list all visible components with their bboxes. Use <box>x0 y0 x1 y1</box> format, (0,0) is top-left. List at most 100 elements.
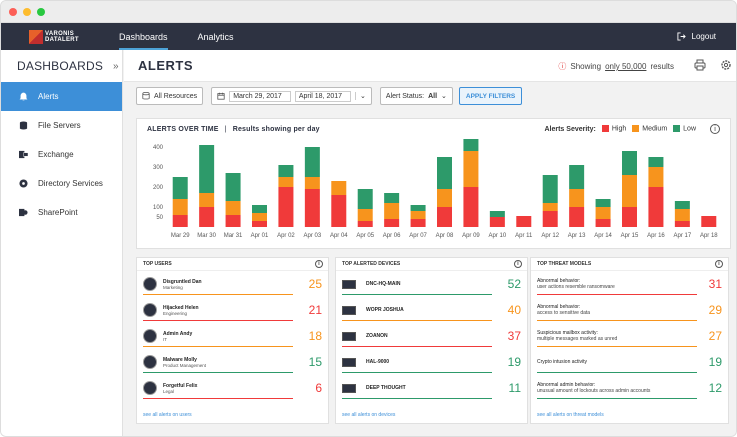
bar-high-apr-12[interactable] <box>542 211 558 227</box>
bar-high-mar-29[interactable] <box>172 215 188 227</box>
list-item[interactable]: WOPR JOSHUA 40 <box>336 297 527 323</box>
date-from-field[interactable]: March 29, 2017 <box>229 90 291 102</box>
list-item[interactable]: Forgetful Felix Legal 6 <box>137 375 328 401</box>
bar-high-apr-11[interactable] <box>516 216 532 227</box>
info-icon[interactable]: i <box>715 260 723 268</box>
bar-low-apr-10[interactable] <box>489 211 505 217</box>
bar-high-apr-07[interactable] <box>410 219 426 227</box>
list-item[interactable]: ZOANON 37 <box>336 323 527 349</box>
bar-medium-apr-05[interactable] <box>357 209 373 221</box>
bar-high-apr-05[interactable] <box>357 221 373 227</box>
varonis-logo[interactable]: VARONIS DATALERT <box>29 27 79 47</box>
sidebar-item-directory-services[interactable]: Directory Services <box>1 169 122 198</box>
bar-low-apr-16[interactable] <box>648 157 664 167</box>
date-range-picker[interactable]: March 29, 2017 April 18, 2017 ⌄ <box>211 87 372 105</box>
see-all-devices-link[interactable]: see all alerts on devices <box>342 412 396 418</box>
chevron-down-icon[interactable]: ⌄ <box>355 92 366 100</box>
bar-medium-apr-16[interactable] <box>648 167 664 187</box>
bar-low-apr-13[interactable] <box>569 165 585 189</box>
apply-filters-button[interactable]: APPLY FILTERS <box>458 87 523 105</box>
bar-medium-apr-14[interactable] <box>595 207 611 219</box>
bar-low-apr-03[interactable] <box>304 147 320 177</box>
bar-low-apr-15[interactable] <box>622 151 637 175</box>
bar-medium-apr-02[interactable] <box>278 177 294 187</box>
bar-high-apr-09[interactable] <box>463 187 479 227</box>
collapse-sidebar-icon[interactable]: » <box>113 60 119 72</box>
bar-low-apr-07[interactable] <box>410 205 426 211</box>
bar-low-apr-08[interactable] <box>437 157 452 189</box>
bar-high-apr-02[interactable] <box>278 187 294 227</box>
bar-high-apr-14[interactable] <box>595 219 611 227</box>
info-icon[interactable]: i <box>710 124 720 134</box>
list-item[interactable]: Suspicious mailbox activity: multiple mes… <box>531 323 728 349</box>
bar-medium-mar-29[interactable] <box>172 199 188 215</box>
list-item[interactable]: Abnormal behavior: user actions resemble … <box>531 271 728 297</box>
bar-medium-apr-03[interactable] <box>304 177 320 189</box>
list-item[interactable]: Hijacked Helen Engineering 21 <box>137 297 328 323</box>
list-item[interactable]: Abnormal admin behavior: unusual amount o… <box>531 375 728 401</box>
bar-medium-apr-09[interactable] <box>463 151 479 187</box>
list-item[interactable]: Disgruntled Dan Marketing 25 <box>137 271 328 297</box>
see-all-threat-models-link[interactable]: see all alerts on threat models <box>537 412 604 418</box>
bar-high-mar-30[interactable] <box>199 207 215 227</box>
sidebar-item-file-servers[interactable]: File Servers <box>1 111 122 140</box>
bar-low-mar-29[interactable] <box>172 177 188 199</box>
bar-low-apr-12[interactable] <box>542 175 558 203</box>
bar-low-mar-31[interactable] <box>225 173 241 201</box>
bar-low-apr-02[interactable] <box>278 165 294 177</box>
bar-low-apr-01[interactable] <box>252 205 267 213</box>
bar-high-apr-06[interactable] <box>384 219 400 227</box>
bar-low-apr-05[interactable] <box>357 189 373 209</box>
legend-medium[interactable]: Medium <box>632 125 667 133</box>
bar-high-apr-18[interactable] <box>701 216 717 227</box>
sidebar-item-exchange[interactable]: Exchange <box>1 140 122 169</box>
bar-medium-apr-15[interactable] <box>622 175 637 207</box>
bar-low-mar-30[interactable] <box>199 145 215 193</box>
alert-status-filter[interactable]: Alert Status: All ⌄ <box>379 87 453 105</box>
print-icon[interactable] <box>694 59 706 71</box>
date-to-field[interactable]: April 18, 2017 <box>294 90 352 102</box>
list-item[interactable]: DNC-HQ-MAIN 52 <box>336 271 527 297</box>
bar-low-apr-09[interactable] <box>463 139 479 151</box>
bar-high-apr-13[interactable] <box>569 207 585 227</box>
list-item[interactable]: HAL-9000 19 <box>336 349 527 375</box>
minimize-window-button[interactable] <box>23 7 31 16</box>
resources-filter[interactable]: All Resources <box>136 87 204 105</box>
legend-low[interactable]: Low <box>673 125 696 133</box>
see-all-users-link[interactable]: see all alerts on users <box>143 412 192 418</box>
sidebar-item-sharepoint[interactable]: SharePoint <box>1 198 122 227</box>
list-item[interactable]: DEEP THOUGHT 11 <box>336 375 527 401</box>
bar-high-apr-08[interactable] <box>437 207 452 227</box>
maximize-window-button[interactable] <box>37 7 45 16</box>
tab-dashboards[interactable]: Dashboards <box>119 23 168 50</box>
gear-icon[interactable] <box>720 59 732 71</box>
bar-high-apr-17[interactable] <box>674 221 690 227</box>
list-item[interactable]: Crypto intusion activity 19 <box>531 349 728 375</box>
close-window-button[interactable] <box>9 7 17 16</box>
bar-medium-apr-13[interactable] <box>569 189 585 207</box>
legend-high[interactable]: High <box>601 125 626 133</box>
bar-medium-mar-30[interactable] <box>199 193 215 207</box>
bar-low-apr-17[interactable] <box>674 201 690 209</box>
bar-high-apr-04[interactable] <box>331 195 347 227</box>
info-icon[interactable]: i <box>315 260 323 268</box>
logout-button[interactable]: Logout <box>676 32 716 41</box>
bar-high-apr-16[interactable] <box>648 187 664 227</box>
bar-high-mar-31[interactable] <box>225 215 241 227</box>
bar-medium-apr-04[interactable] <box>331 181 347 195</box>
sidebar-item-alerts[interactable]: Alerts <box>1 82 122 111</box>
bar-medium-apr-07[interactable] <box>410 211 426 219</box>
bar-high-apr-15[interactable] <box>622 207 637 227</box>
list-item[interactable]: Abnormal behavior: access to sensitive da… <box>531 297 728 323</box>
bar-medium-apr-01[interactable] <box>252 213 267 221</box>
bar-medium-apr-17[interactable] <box>674 209 690 221</box>
bar-low-apr-14[interactable] <box>595 199 611 207</box>
bar-medium-mar-31[interactable] <box>225 201 241 215</box>
info-icon[interactable]: i <box>514 260 522 268</box>
bar-low-apr-06[interactable] <box>384 193 400 203</box>
tab-analytics[interactable]: Analytics <box>197 31 234 42</box>
bar-high-apr-03[interactable] <box>304 189 320 227</box>
bar-high-apr-10[interactable] <box>489 217 505 227</box>
list-item[interactable]: Admin Andy IT 18 <box>137 323 328 349</box>
bar-medium-apr-06[interactable] <box>384 203 400 219</box>
